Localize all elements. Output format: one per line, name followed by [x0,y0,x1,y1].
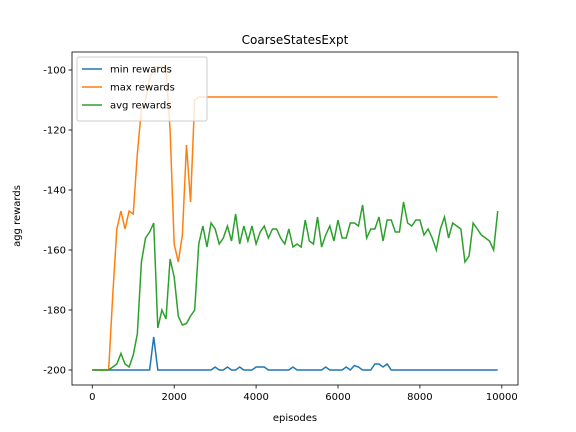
x-tick-label: 6000 [325,392,350,403]
x-tick-label: 2000 [161,392,186,403]
y-axis-label: agg rewards [12,185,23,247]
legend-label: min rewards [110,65,172,76]
legend-box [76,56,208,122]
y-tick-label: -200 [43,366,66,377]
x-tick-label: 10000 [486,392,518,403]
chart-title: CoarseStatesExpt [242,33,349,47]
x-axis-label: episodes [273,413,317,424]
y-tick-label: -180 [43,306,66,317]
y-tick-label: -160 [43,246,66,257]
series-line [92,336,498,372]
y-tick-label: -140 [43,186,66,197]
y-tick-label: -120 [43,126,66,137]
y-tick-label: -100 [43,66,66,77]
x-tick-label: 0 [89,392,95,403]
plot-frame [71,51,519,386]
x-tick-label: 4000 [243,392,268,403]
legend-label: max rewards [110,83,175,94]
legend-label: avg rewards [110,101,171,112]
series-line [92,201,499,371]
x-tick-label: 8000 [407,392,432,403]
